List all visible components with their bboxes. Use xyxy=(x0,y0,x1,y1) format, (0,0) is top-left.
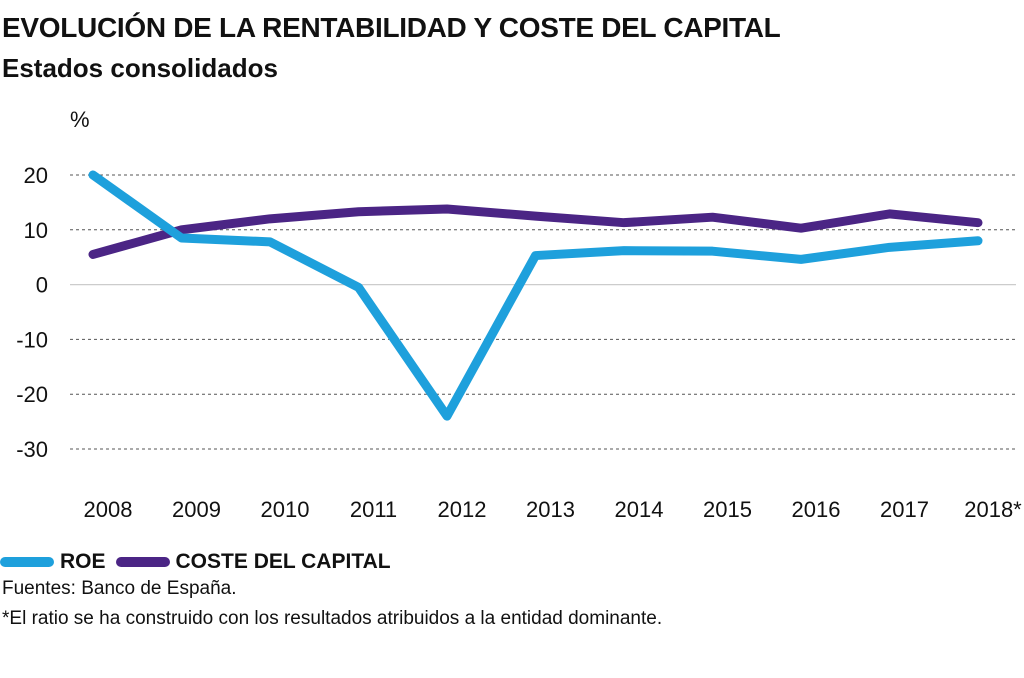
series-line-coste-capital xyxy=(88,204,983,259)
x-tick-label: 2015 xyxy=(703,497,752,522)
legend-swatch-coste-capital xyxy=(115,557,170,567)
x-tick-label: 2010 xyxy=(261,497,310,522)
legend-item-roe: ROE xyxy=(0,550,106,574)
x-tick-label: 2018* xyxy=(964,497,1022,522)
x-tick-label: 2012 xyxy=(438,497,487,522)
legend: ROE COSTE DEL CAPITAL xyxy=(0,547,401,577)
x-tick-label: 2016 xyxy=(792,497,841,522)
x-tick-label: 2011 xyxy=(350,497,397,522)
x-tick-label: 2013 xyxy=(526,497,575,522)
footnote: *El ratio se ha construido con los resul… xyxy=(2,608,663,629)
legend-item-coste-capital: COSTE DEL CAPITAL xyxy=(115,550,391,574)
y-tick-label: 10 xyxy=(24,218,48,243)
legend-label-roe: ROE xyxy=(60,550,106,573)
chart-subtitle: Estados consolidados xyxy=(2,53,278,83)
y-tick-label: 20 xyxy=(24,163,48,188)
x-tick-label: 2017 xyxy=(880,497,929,522)
y-tick-label: -30 xyxy=(16,437,48,462)
x-tick-label: 2009 xyxy=(172,497,221,522)
legend-label-coste-capital: COSTE DEL CAPITAL xyxy=(175,550,391,573)
y-axis-unit-label: % xyxy=(70,107,90,132)
y-tick-label: -10 xyxy=(16,327,48,352)
x-tick-label: 2014 xyxy=(615,497,664,522)
chart-title: EVOLUCIÓN DE LA RENTABILIDAD Y COSTE DEL… xyxy=(2,12,781,43)
y-tick-label: 0 xyxy=(36,273,48,298)
x-tick-label: 2008 xyxy=(84,497,133,522)
series-line-roe xyxy=(88,170,983,421)
source-note: Fuentes: Banco de España. xyxy=(2,578,237,599)
y-tick-label: -20 xyxy=(16,382,48,407)
legend-swatch-roe xyxy=(0,557,54,567)
